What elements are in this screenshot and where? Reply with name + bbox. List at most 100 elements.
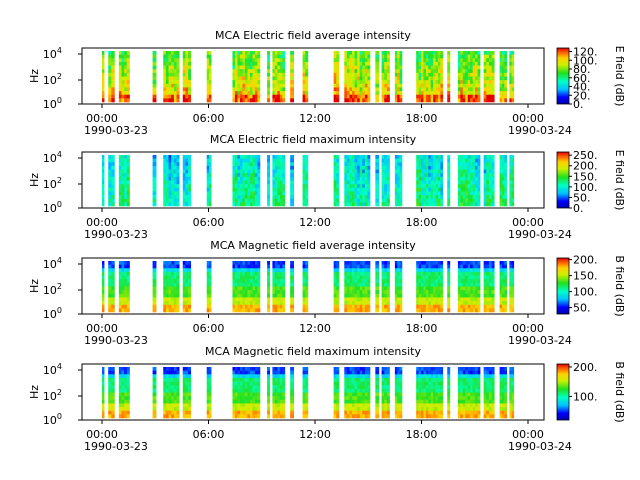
spectrogram-cell — [290, 187, 294, 192]
spectrogram-cell — [511, 304, 515, 309]
spectrogram-cell — [437, 279, 441, 284]
spectrogram-cell — [249, 282, 253, 287]
spectrogram-cell — [354, 279, 358, 284]
spectrogram-cell — [375, 94, 380, 99]
spectrogram-cell — [171, 184, 175, 189]
spectrogram-cell — [124, 403, 128, 408]
spectrogram-cell — [244, 385, 248, 390]
spectrogram-cell — [274, 158, 278, 163]
spectrogram-cell — [425, 264, 429, 269]
spectrogram-cell — [359, 403, 363, 408]
spectrogram-cell — [428, 264, 431, 269]
spectrogram-cell — [333, 374, 337, 379]
spectrogram-cell — [483, 165, 487, 170]
spectrogram-cell — [267, 279, 271, 284]
spectrogram-cell — [279, 301, 283, 306]
spectrogram-cell — [386, 54, 390, 59]
spectrogram-cell — [272, 388, 276, 393]
spectrogram-cell — [430, 403, 434, 408]
spectrogram-cell — [247, 155, 251, 159]
spectrogram-cell — [252, 98, 256, 103]
spectrogram-cell — [165, 271, 169, 276]
spectrogram-cell — [239, 261, 243, 265]
spectrogram-cell — [416, 54, 419, 59]
spectrogram-cell — [171, 162, 175, 167]
spectrogram-cell — [397, 403, 400, 408]
spectrogram-cell — [208, 264, 212, 269]
spectrogram-cell — [176, 301, 180, 306]
spectrogram-cell — [171, 407, 175, 412]
spectrogram-cell — [152, 301, 157, 306]
spectrogram-cell — [354, 87, 358, 92]
spectrogram-cell — [336, 176, 340, 181]
spectrogram-cell — [483, 282, 487, 287]
spectrogram-cell — [357, 80, 361, 85]
spectrogram-cell — [509, 155, 512, 159]
spectrogram-cell — [274, 392, 278, 397]
spectrogram-cell — [108, 377, 112, 382]
spectrogram-cell — [435, 286, 439, 291]
spectrogram-cell — [354, 202, 358, 207]
spectrogram-cell — [483, 264, 487, 269]
spectrogram-cell — [237, 65, 241, 70]
spectrogram-cell — [416, 173, 419, 178]
spectrogram-cell — [242, 165, 246, 170]
spectrogram-cell — [447, 286, 451, 291]
spectrogram-cell — [509, 80, 512, 85]
spectrogram-cell — [364, 279, 368, 284]
spectrogram-cell — [163, 98, 167, 103]
spectrogram-cell — [239, 279, 243, 284]
spectrogram-cell — [188, 94, 192, 99]
spectrogram-cell — [430, 184, 434, 189]
spectrogram-cell — [111, 304, 115, 309]
spectrogram-cell — [274, 180, 278, 185]
spectrogram-cell — [381, 87, 385, 92]
spectrogram-cell — [282, 87, 286, 92]
spectrogram-cell — [234, 279, 238, 284]
spectrogram-cell — [384, 403, 388, 408]
spectrogram-cell — [118, 187, 122, 192]
spectrogram-cell — [232, 374, 236, 379]
spectrogram-cell — [386, 410, 390, 415]
spectrogram-cell — [274, 261, 278, 265]
spectrogram-cell — [126, 83, 130, 88]
spectrogram-cell — [185, 381, 189, 386]
spectrogram-cell — [384, 158, 388, 163]
spectrogram-cell — [447, 304, 451, 309]
spectrogram-cell — [381, 367, 385, 371]
spectrogram-cell — [352, 290, 355, 295]
spectrogram-cell — [462, 304, 466, 309]
spectrogram-cell — [242, 87, 246, 92]
spectrogram-cell — [362, 392, 366, 397]
spectrogram-cell — [152, 388, 157, 393]
spectrogram-cell — [357, 293, 361, 298]
spectrogram-cell — [465, 297, 469, 302]
spectrogram-cell — [279, 268, 283, 273]
spectrogram-cell — [336, 202, 340, 207]
spectrogram-cell — [486, 69, 490, 74]
spectrogram-cell — [252, 293, 256, 298]
spectrogram-cell — [234, 187, 238, 192]
spectrogram-cell — [237, 61, 241, 66]
spectrogram-cell — [121, 275, 125, 280]
spectrogram-cell — [486, 275, 490, 280]
spectrogram-cell — [188, 268, 192, 273]
spectrogram-cell — [433, 381, 436, 386]
spectrogram-cell — [509, 87, 512, 92]
spectrogram-cell — [362, 195, 366, 200]
spectrogram-cell — [163, 388, 167, 393]
spectrogram-cell — [274, 385, 278, 390]
spectrogram-cell — [509, 162, 512, 167]
spectrogram-cell — [488, 275, 492, 280]
spectrogram-cell — [108, 158, 112, 163]
spectrogram-cell — [185, 155, 189, 159]
spectrogram-cell — [305, 72, 309, 77]
spectrogram-cell — [460, 180, 464, 185]
spectrogram-cell — [367, 275, 371, 280]
spectrogram-cell — [102, 399, 105, 404]
spectrogram-cell — [462, 286, 466, 291]
spectrogram-cell — [421, 65, 424, 70]
spectrogram-cell — [486, 173, 490, 178]
spectrogram-cell — [359, 293, 363, 298]
